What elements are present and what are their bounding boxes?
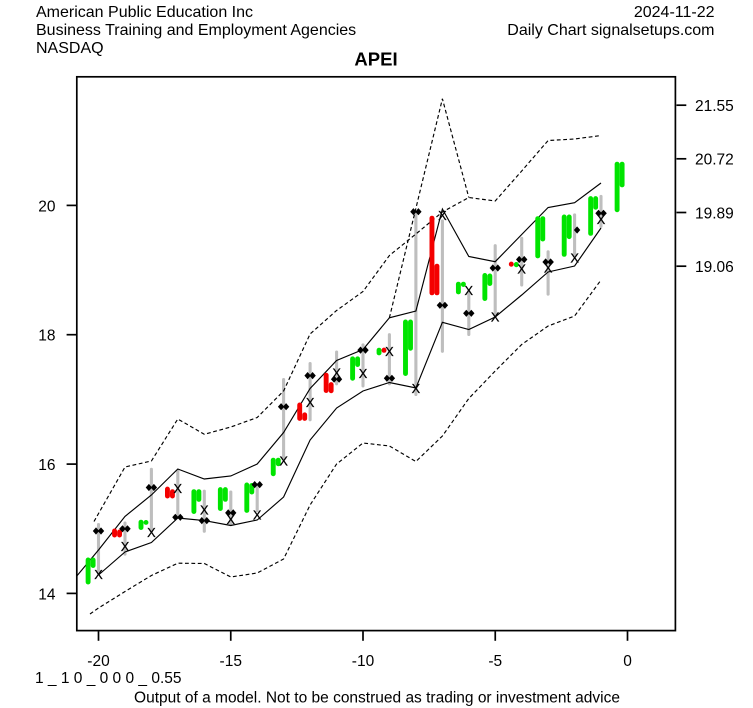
svg-text:X: X xyxy=(544,260,553,275)
svg-text:X: X xyxy=(465,283,474,298)
svg-text:19.06: 19.06 xyxy=(695,259,734,276)
svg-text:X: X xyxy=(227,512,236,527)
svg-text:Daily Chart signalsetups.com: Daily Chart signalsetups.com xyxy=(507,22,714,39)
svg-text:14: 14 xyxy=(38,586,56,603)
svg-text:X: X xyxy=(570,251,579,266)
svg-text:X: X xyxy=(332,365,341,380)
svg-text:X: X xyxy=(597,212,606,227)
svg-text:20.72: 20.72 xyxy=(695,152,734,169)
svg-text:X: X xyxy=(174,481,183,496)
svg-text:X: X xyxy=(147,525,156,540)
svg-text:21.55: 21.55 xyxy=(695,98,734,115)
svg-text:X: X xyxy=(253,508,262,523)
svg-text:X: X xyxy=(385,344,394,359)
svg-text:X: X xyxy=(438,208,447,223)
svg-text:20: 20 xyxy=(38,198,56,215)
svg-text:X: X xyxy=(306,395,315,410)
svg-text:APEI: APEI xyxy=(354,49,397,70)
svg-text:X: X xyxy=(517,261,526,276)
svg-text:19.89: 19.89 xyxy=(695,205,734,222)
svg-text:-20: -20 xyxy=(87,653,110,670)
svg-text:X: X xyxy=(121,539,130,554)
svg-text:-15: -15 xyxy=(220,653,242,670)
svg-text:X: X xyxy=(491,309,500,324)
svg-text:1 _ 1 0 _ 0 0 0 _ 0.55: 1 _ 1 0 _ 0 0 0 _ 0.55 xyxy=(35,670,182,687)
svg-text:Output of a model. Not to be c: Output of a model. Not to be construed a… xyxy=(134,690,620,707)
svg-text:-10: -10 xyxy=(352,653,375,670)
svg-text:X: X xyxy=(200,502,209,517)
svg-text:American Public Education Inc: American Public Education Inc xyxy=(36,4,253,21)
svg-text:X: X xyxy=(279,453,288,468)
svg-text:16: 16 xyxy=(38,457,55,474)
svg-text:2024-11-22: 2024-11-22 xyxy=(634,4,715,21)
svg-text:NASDAQ: NASDAQ xyxy=(36,40,104,57)
svg-text:X: X xyxy=(359,366,368,381)
svg-text:X: X xyxy=(412,381,421,396)
svg-text:18: 18 xyxy=(38,328,55,345)
svg-text:-5: -5 xyxy=(488,653,502,670)
svg-text:Business Training and Employme: Business Training and Employment Agencie… xyxy=(36,22,356,39)
svg-text:0: 0 xyxy=(623,653,632,670)
svg-text:X: X xyxy=(94,567,103,582)
